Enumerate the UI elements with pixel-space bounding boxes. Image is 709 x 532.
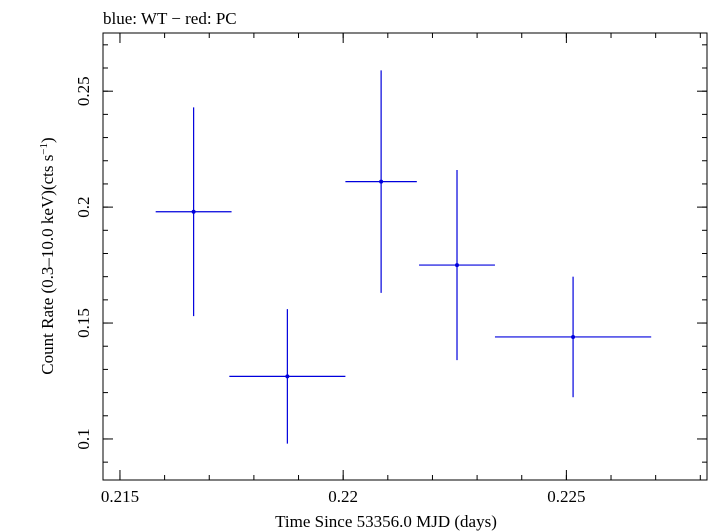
data-marker [191, 209, 196, 214]
data-marker [455, 263, 460, 268]
y-ticks: 0.1 0.15 0.2 0.25 [74, 44, 707, 463]
y-tick-label: 0.25 [74, 76, 93, 106]
data-point [494, 276, 652, 398]
data-marker [285, 374, 290, 379]
x-ticks: 0.215 0.22 0.225 [101, 33, 701, 506]
y-axis-label-sup: −1 [38, 143, 50, 155]
data-marker [571, 334, 576, 339]
data-series [155, 70, 652, 444]
y-axis-label: Count Rate (0.3–10.0 keV)(cts s−1) [38, 137, 57, 374]
x-axis-label: Time Since 53356.0 MJD (days) [275, 512, 497, 531]
data-marker [379, 179, 384, 184]
chart-title: blue: WT − red: PC [103, 9, 237, 28]
y-axis-label-main: Count Rate (0.3–10.0 keV)(cts s [38, 155, 57, 375]
y-axis-label-end: ) [38, 137, 57, 143]
data-point [419, 170, 495, 361]
data-point [345, 70, 417, 293]
plot-frame [102, 32, 708, 481]
y-tick-label: 0.15 [74, 308, 93, 338]
x-tick-label: 0.215 [101, 487, 139, 506]
y-tick-label: 0.1 [74, 428, 93, 449]
data-point [229, 309, 346, 444]
x-tick-label: 0.225 [547, 487, 585, 506]
x-tick-label: 0.22 [328, 487, 358, 506]
data-point [155, 107, 232, 317]
y-tick-label: 0.2 [74, 196, 93, 217]
